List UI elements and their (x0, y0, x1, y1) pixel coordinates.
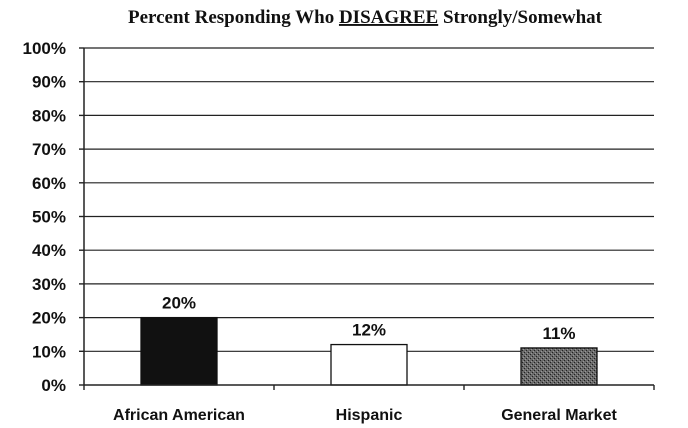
x-category-label: General Market (501, 407, 617, 424)
y-tick-label: 10% (32, 342, 66, 361)
axes (79, 47, 655, 390)
y-tick-label: 50% (32, 208, 66, 227)
y-tick-label: 100% (23, 39, 66, 58)
x-category-label: Hispanic (336, 407, 403, 424)
x-category-label: African American (113, 407, 245, 424)
x-category-labels: African American Hispanic General Market (113, 407, 617, 424)
y-tick-label: 70% (32, 140, 66, 159)
y-tick-label: 30% (32, 275, 66, 294)
chart-title-emphasis: DISAGREE (339, 7, 438, 28)
data-label: 12% (352, 321, 386, 340)
y-tick-label: 40% (32, 241, 66, 260)
chart-title-prefix: Percent Responding Who (128, 7, 339, 28)
y-tick-label: 90% (32, 73, 66, 92)
y-tick-label: 20% (32, 309, 66, 328)
bar (330, 343, 408, 386)
y-tick-labels: 0% 10% 20% 30% 40% 50% 60% 70% 80% 90% 100% (23, 39, 66, 395)
data-label: 11% (542, 324, 575, 343)
y-tick-label: 0% (41, 376, 66, 395)
data-label: 20% (162, 294, 196, 313)
y-tick-label: 60% (32, 174, 66, 193)
chart-title: Percent Responding Who DISAGREE Strongly… (128, 7, 603, 28)
bar (520, 347, 598, 386)
chart-title-suffix: Strongly/Somewhat (438, 7, 602, 28)
data-labels: 20% 12% 11% (162, 294, 576, 343)
y-tick-label: 80% (32, 106, 66, 125)
bar (140, 316, 218, 386)
